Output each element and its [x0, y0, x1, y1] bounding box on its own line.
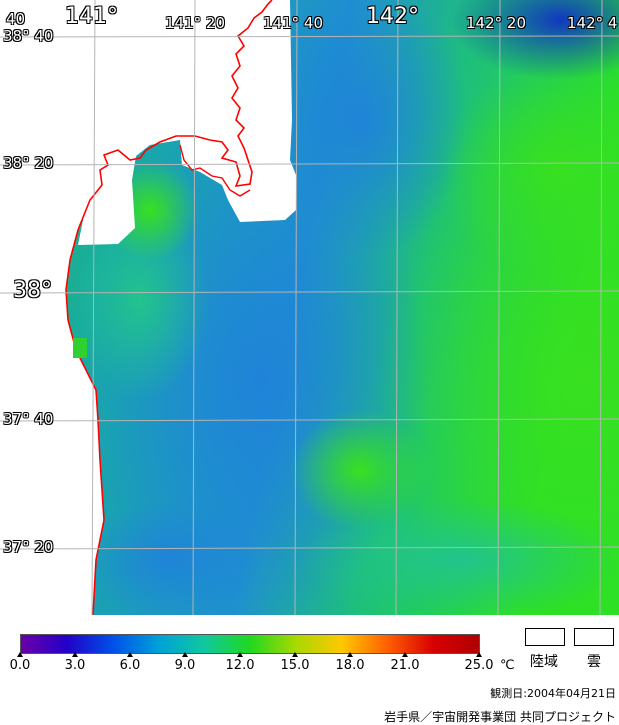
tick-mark	[402, 652, 408, 657]
temperature-colorbar	[20, 634, 480, 654]
colorbar-tick-label: 25.0	[464, 658, 494, 673]
lon-label-141-40: 141° 40	[263, 14, 323, 32]
sst-warm-region	[440, 60, 619, 280]
coastline-detail	[179, 144, 251, 197]
lon-label-141-20: 141° 20	[165, 14, 225, 32]
lon-label-142-40: 142° 4	[567, 14, 618, 32]
sst-mid-region	[300, 500, 619, 615]
cloud-legend-label: 雲	[587, 654, 601, 670]
temperature-unit: ℃	[500, 658, 515, 673]
colorbar-tick-label: 0.0	[9, 658, 31, 673]
colorbar-tick-label: 12.0	[225, 658, 255, 673]
corner-label: 40	[6, 10, 26, 28]
lat-label-37-20: 37° 20	[3, 538, 54, 556]
tick-mark	[347, 652, 353, 657]
tick-mark	[182, 652, 188, 657]
tick-mark	[476, 652, 482, 657]
lon-label-142: 142°	[366, 4, 419, 29]
colorbar-tick-label: 9.0	[174, 658, 196, 673]
land-legend-label: 陸域	[530, 654, 558, 670]
lat-label-38-40: 38° 40	[3, 27, 54, 45]
sst-cool-region	[250, 0, 470, 260]
colorbar-tick-label: 3.0	[64, 658, 86, 673]
tick-mark	[292, 652, 298, 657]
sst-map	[0, 0, 619, 615]
lon-label-141: 141°	[65, 4, 118, 29]
tick-mark	[237, 652, 243, 657]
colorbar-tick-label: 15.0	[280, 658, 310, 673]
observation-date: 観測日:2004年04月21日	[490, 687, 616, 700]
colorbar-tick-label: 6.0	[119, 658, 141, 673]
colorbar-tick-label: 21.0	[390, 658, 420, 673]
land-swatch	[525, 628, 565, 646]
tick-mark	[127, 652, 133, 657]
land-patch-green	[73, 338, 87, 358]
tick-mark	[72, 652, 78, 657]
legend-panel: 0.0 3.0 6.0 9.0 12.0 15.0 18.0 21.0 25.0…	[0, 615, 619, 725]
graticule	[0, 0, 619, 615]
land-area	[0, 0, 160, 615]
lat-label-38: 38°	[13, 278, 52, 303]
credit-line: 岩手県／宇宙開発事業団 共同プロジェクト	[384, 710, 616, 724]
cloud-swatch	[574, 628, 614, 646]
tick-mark	[17, 652, 23, 657]
lat-label-38-20: 38° 20	[3, 154, 54, 172]
lat-label-37-40: 37° 40	[3, 410, 54, 428]
colorbar-tick-label: 18.0	[335, 658, 365, 673]
sst-cold-region	[450, 0, 619, 80]
coastline	[65, 0, 273, 615]
sst-warm-region	[290, 410, 430, 530]
sst-cool-region	[80, 500, 260, 615]
lon-label-142-20: 142° 20	[466, 14, 526, 32]
